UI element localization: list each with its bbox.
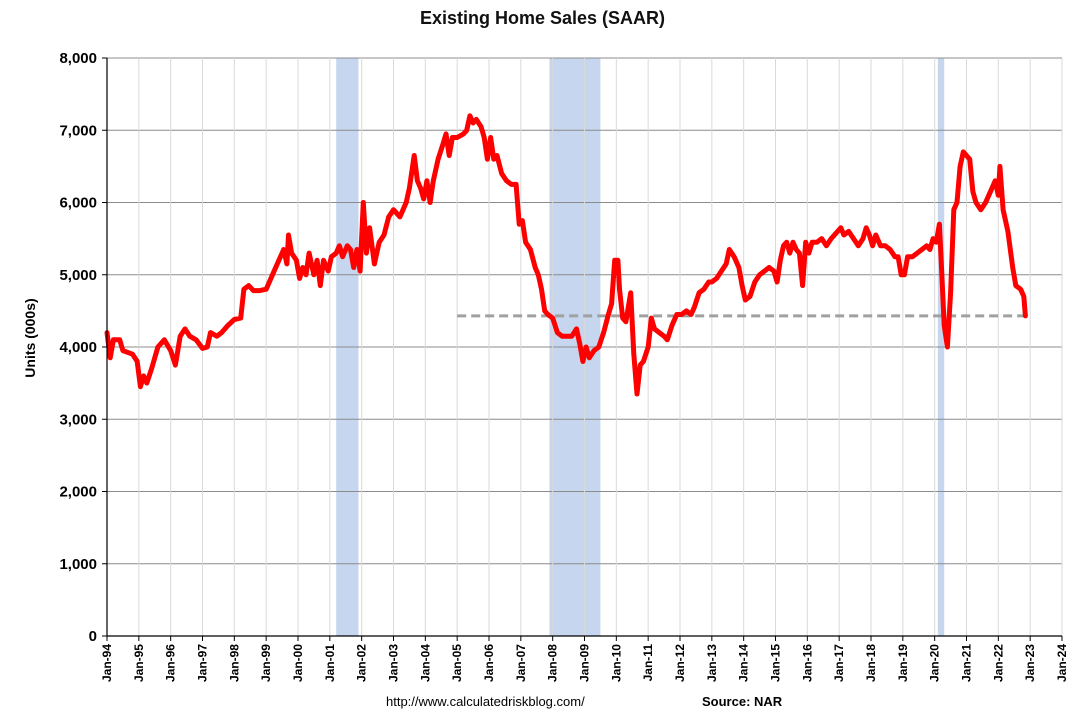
x-tick-label-24: Jan-18 xyxy=(864,644,878,682)
x-tick-label-28: Jan-22 xyxy=(991,644,1005,682)
footer-url: http://www.calculatedriskblog.com/ xyxy=(386,694,585,709)
x-tick-label-18: Jan-12 xyxy=(673,644,687,682)
y-tick-label-6: 6,000 xyxy=(59,195,97,212)
x-tick-label-20: Jan-14 xyxy=(737,644,751,682)
chart-title: Existing Home Sales (SAAR) xyxy=(419,8,666,28)
x-tick-label-25: Jan-19 xyxy=(896,644,910,682)
y-tick-label-7: 7,000 xyxy=(59,122,97,139)
y-tick-label-8: 8,000 xyxy=(59,50,97,67)
x-tick-label-11: Jan-05 xyxy=(450,644,464,682)
x-tick-label-8: Jan-02 xyxy=(355,644,369,682)
y-tick-label-5: 5,000 xyxy=(59,267,97,284)
x-tick-label-2: Jan-96 xyxy=(164,644,178,682)
x-tick-label-0: Jan-94 xyxy=(100,644,114,682)
y-tick-label-4: 4,000 xyxy=(59,339,97,356)
x-tick-label-22: Jan-16 xyxy=(800,644,814,682)
x-tick-label-12: Jan-06 xyxy=(482,644,496,682)
series-line-0 xyxy=(104,113,1028,397)
x-tick-label-6: Jan-00 xyxy=(291,644,305,682)
y-tick-label-1: 1,000 xyxy=(59,556,97,573)
x-tick-label-29: Jan-23 xyxy=(1023,644,1037,682)
x-tick-label-26: Jan-20 xyxy=(928,644,942,682)
footer-source: Source: NAR xyxy=(702,694,783,709)
y-tick-label-0: 0 xyxy=(89,628,97,645)
x-tick-label-16: Jan-10 xyxy=(609,644,623,682)
x-tick-label-23: Jan-17 xyxy=(832,644,846,682)
x-tick-label-1: Jan-95 xyxy=(132,644,146,682)
x-tick-label-13: Jan-07 xyxy=(514,644,528,682)
x-tick-label-4: Jan-98 xyxy=(227,644,241,682)
x-tick-label-15: Jan-09 xyxy=(578,644,592,682)
x-tick-label-27: Jan-21 xyxy=(960,644,974,682)
y-tick-label-2: 2,000 xyxy=(59,484,97,501)
x-tick-label-9: Jan-03 xyxy=(387,644,401,682)
series-group xyxy=(104,113,1028,397)
y-tick-label-3: 3,000 xyxy=(59,411,97,428)
x-tick-label-5: Jan-99 xyxy=(259,644,273,682)
x-tick-label-19: Jan-13 xyxy=(705,644,719,682)
x-tick-label-7: Jan-01 xyxy=(323,644,337,682)
x-tick-label-14: Jan-08 xyxy=(546,644,560,682)
x-tick-label-10: Jan-04 xyxy=(418,644,432,682)
x-tick-label-21: Jan-15 xyxy=(769,644,783,682)
axes: 0 1,000 2,000 3,000 4,000 5,000 6,000 7,000 8,00… xyxy=(59,50,1069,682)
x-tick-label-30: Jan-24 xyxy=(1055,644,1069,682)
x-tick-label-17: Jan-11 xyxy=(641,644,655,682)
x-tick-label-3: Jan-97 xyxy=(196,644,210,682)
